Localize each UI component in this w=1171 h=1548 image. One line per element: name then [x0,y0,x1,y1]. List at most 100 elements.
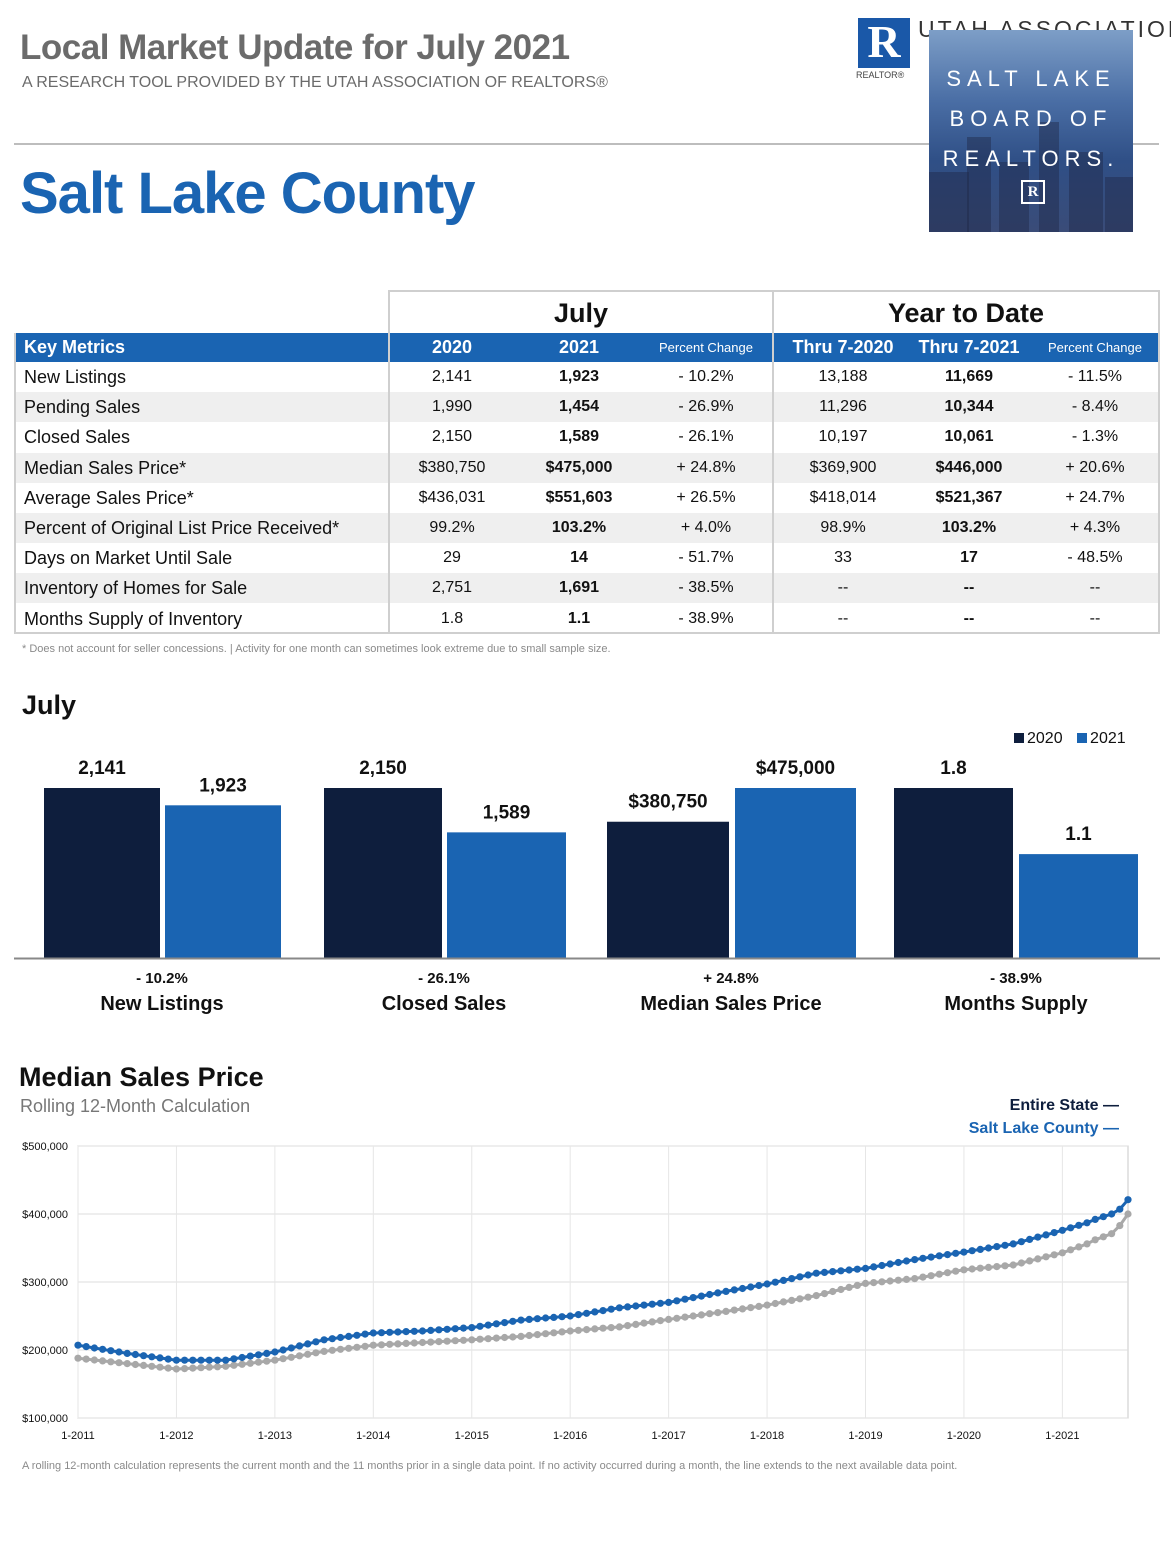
data-point [402,1339,410,1347]
data-point [542,1314,550,1322]
data-point [525,1331,533,1340]
cell-jul2021: 1,589 [558,428,600,446]
data-point [689,1312,697,1320]
cell-ytd2021: -- [963,579,975,597]
report-subtitle: A RESEARCH TOOL PROVIDED BY THE UTAH ASS… [22,74,608,91]
data-point [509,1317,517,1325]
data-point [755,1281,763,1290]
data-point [1001,1262,1009,1270]
bar-value-label: 1.8 [940,758,966,779]
cell-ytd2021: -- [963,609,975,627]
row-label: Inventory of Homes for Sale [24,578,248,599]
x-tick-label: 1-2014 [356,1430,390,1442]
data-point [1067,1224,1075,1232]
data-point [213,1356,222,1364]
row-label: Months Supply of Inventory [24,608,243,629]
data-point [747,1304,755,1312]
table-row: Median Sales Price* $380,750 $475,000 + 24.… [14,452,1160,483]
data-point [476,1322,484,1330]
data-point [1075,1221,1083,1229]
data-point [648,1318,656,1326]
data-point [181,1356,189,1364]
bar-2020-1 [324,788,442,958]
category-percent-change: - 26.1% [418,970,470,987]
data-point [1009,1240,1017,1248]
slb-realtor-mark-icon: R [1021,180,1045,204]
table-row: Months Supply of Inventory 1.8 1.1 - 38.9% -… [14,604,1160,634]
data-point [402,1328,410,1336]
cell-ytdpct: -- [1089,579,1101,597]
data-point [238,1360,246,1368]
data-point [164,1364,172,1372]
legend-2020-label: 2020 [1027,730,1063,747]
data-point [984,1263,993,1271]
data-point [509,1333,517,1341]
data-point [558,1328,566,1336]
data-point [755,1302,763,1310]
data-point [599,1324,607,1332]
data-point [632,1302,640,1310]
data-point [353,1343,361,1351]
table-row: Inventory of Homes for Sale 2,751 1,691 - 3… [14,573,1160,604]
data-point [123,1349,131,1357]
data-point [156,1354,164,1362]
data-point [107,1358,115,1366]
data-point [853,1265,861,1273]
bar-value-label: 1,589 [483,802,531,823]
data-point [107,1347,115,1355]
data-point [1099,1233,1107,1241]
data-point [902,1275,911,1283]
row-label: Median Sales Price* [24,457,187,478]
cell-julpct: - 10.2% [678,368,734,385]
data-point [1017,1259,1025,1267]
data-point [730,1306,738,1314]
data-point [738,1284,747,1293]
bar-value-label: 1,923 [199,775,247,796]
data-point [714,1309,722,1317]
data-point [706,1290,714,1299]
x-tick-label: 1-2020 [947,1430,981,1442]
data-point [484,1321,492,1329]
data-point [1058,1226,1066,1234]
data-point [427,1326,435,1334]
data-point [254,1351,263,1359]
data-point [968,1247,976,1255]
col-2020: 2020 [431,337,473,357]
slb-line-1: SALT LAKE [946,66,1116,91]
data-point [295,1342,304,1350]
data-point [156,1363,164,1371]
data-point [681,1313,689,1321]
cell-ytdpct: - 1.3% [1071,428,1119,446]
cell-ytd2020: 98.9% [820,519,866,536]
data-point [1124,1210,1132,1218]
cell-ytdpct: + 20.6% [1065,458,1125,476]
data-point [328,1335,336,1343]
data-point [140,1352,148,1360]
cell-jul2020: 29 [443,549,461,567]
bar-2020-2 [607,821,729,958]
data-point [172,1365,180,1373]
data-point [336,1345,345,1353]
data-point [853,1281,861,1289]
x-tick-label: 1-2018 [750,1430,784,1442]
data-point [435,1326,443,1334]
data-point [714,1289,722,1297]
data-point [566,1312,574,1320]
slb-line-2: BOARD OF [949,106,1113,131]
data-point [935,1270,943,1278]
data-point [443,1337,451,1345]
cell-julpct: - 26.9% [678,398,734,416]
data-point [697,1292,706,1300]
cell-jul2021: 1,454 [558,398,600,416]
bar-2020-3 [894,788,1013,958]
legend-salt-lake-county: Salt Lake County — [968,1120,1119,1137]
data-point [476,1335,484,1343]
data-point [148,1362,156,1370]
data-point [1009,1261,1017,1269]
data-point [1108,1210,1116,1218]
slb-line-3: REALTORS. [942,146,1120,171]
cell-ytd2020: 10,197 [818,428,868,446]
data-point [558,1313,566,1321]
data-point [624,1303,632,1311]
data-point [927,1253,935,1261]
